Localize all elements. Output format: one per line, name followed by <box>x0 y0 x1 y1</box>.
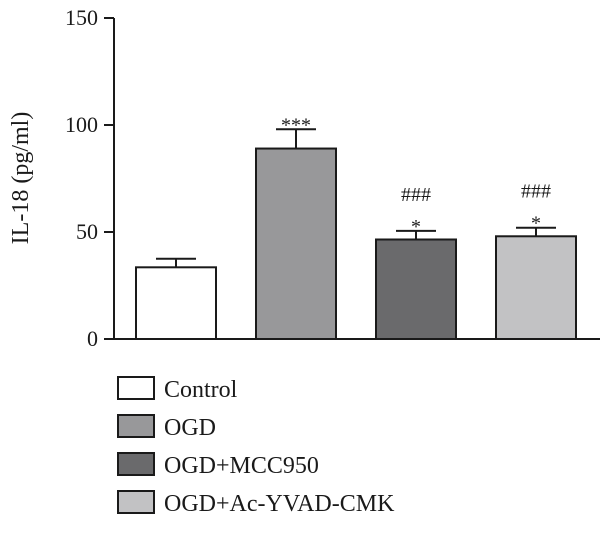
bar-group <box>135 257 217 340</box>
bar <box>255 147 337 340</box>
significance-annotation: * <box>531 213 541 235</box>
y-tick-label: 100 <box>65 112 98 137</box>
legend-label: OGD+MCC950 <box>164 453 319 479</box>
legend-label: Control <box>164 377 238 403</box>
legend-swatch <box>117 376 155 400</box>
significance-annotation: * <box>411 216 421 238</box>
bar <box>135 266 217 340</box>
legend-item: Control <box>117 376 238 403</box>
legend-item: OGD+MCC950 <box>117 452 319 479</box>
y-tick-label: 150 <box>65 5 98 30</box>
legend-swatch <box>117 414 155 438</box>
y-ticks: 0 50 100 150 <box>65 5 114 351</box>
significance-annotation: *** <box>281 114 311 136</box>
legend-item: OGD <box>117 414 216 441</box>
bar <box>495 235 577 340</box>
y-tick-label: 50 <box>76 219 98 244</box>
bar <box>375 238 457 341</box>
legend-item: OGD+Ac-YVAD-CMK <box>117 490 395 517</box>
significance-annotation: ### <box>521 181 551 203</box>
bar-group: * ### <box>495 181 577 340</box>
legend-label: OGD+Ac-YVAD-CMK <box>164 491 395 517</box>
bar-group: * ### <box>375 184 457 341</box>
bar-group: *** <box>255 114 337 340</box>
y-axis-label: IL-18 (pg/ml) <box>8 112 34 245</box>
legend-label: OGD <box>164 415 216 441</box>
legend-swatch <box>117 452 155 476</box>
bars: ****###*### <box>135 114 577 341</box>
y-tick-label: 0 <box>87 326 98 351</box>
legend-swatch <box>117 490 155 514</box>
legend: Control OGD OGD+MCC950 OGD+Ac-YVAD-CMK <box>117 376 395 517</box>
significance-annotation: ### <box>401 184 431 206</box>
